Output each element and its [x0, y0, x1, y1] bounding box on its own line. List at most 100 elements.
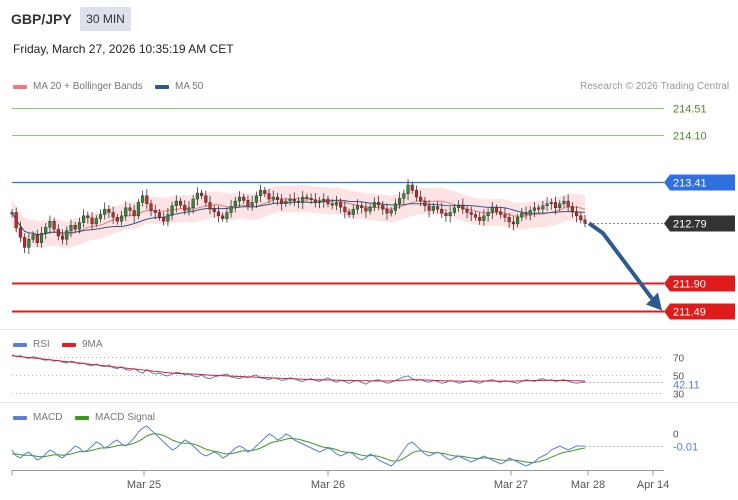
rsi-tick-label: 30 — [673, 390, 685, 401]
candle-body — [431, 206, 435, 211]
candle-body — [132, 210, 136, 217]
candle-body — [570, 206, 574, 213]
rsi-line — [11, 354, 586, 385]
candle-body — [313, 199, 317, 203]
candle-body — [128, 207, 132, 211]
candle-body — [254, 195, 258, 203]
candle-body — [191, 198, 195, 208]
candle-body — [398, 198, 402, 204]
candle-body — [419, 196, 423, 202]
level-label: 211.90 — [673, 279, 706, 291]
candle-body — [166, 214, 170, 222]
candle-body — [263, 190, 267, 194]
legend-macd: MACD — [13, 412, 62, 423]
candle-body — [90, 217, 94, 225]
candle-body — [195, 192, 199, 200]
candle-body — [56, 229, 60, 237]
ma50-swatch — [155, 84, 169, 89]
level-label: 211.49 — [673, 307, 706, 319]
candle-body — [355, 205, 360, 210]
candle-body — [385, 208, 389, 214]
candle-body — [103, 208, 107, 215]
macd-signal-line — [12, 433, 586, 463]
candle-body — [284, 200, 288, 204]
candle-body — [141, 195, 145, 203]
candle-body — [528, 210, 532, 215]
candle-body — [364, 207, 368, 212]
candle-body — [216, 211, 221, 217]
candle-body — [98, 214, 103, 219]
candle-body — [250, 202, 254, 206]
symbol-title: GBP/JPY — [11, 11, 72, 27]
candle-body — [482, 215, 486, 221]
candle-body — [259, 190, 263, 196]
rsi-swatch — [13, 342, 27, 347]
candle-body — [73, 225, 77, 230]
candle-body — [157, 212, 162, 218]
candle-body — [233, 200, 237, 207]
candle-body — [27, 239, 31, 248]
candle-body — [246, 200, 250, 206]
candle-body — [583, 219, 587, 224]
candle-body — [541, 205, 545, 210]
candle-body — [507, 216, 511, 223]
x-tick-label: Mar 25 — [127, 479, 161, 491]
legend-ma50-label: MA 50 — [175, 81, 204, 92]
candle-body — [532, 207, 537, 211]
candle-body — [229, 206, 233, 213]
candle-body — [280, 199, 284, 204]
candle-body — [347, 211, 351, 215]
candle-body — [334, 202, 338, 206]
candle-body — [537, 207, 541, 210]
candle-body — [381, 204, 385, 210]
candle-body — [553, 202, 558, 209]
legend-rsi: RSI — [13, 339, 50, 350]
candle-body — [77, 222, 81, 230]
candle-body — [423, 200, 427, 206]
candle-body — [39, 233, 44, 243]
rsi-ma-line — [11, 355, 586, 382]
candle-body — [473, 214, 478, 218]
candle-body — [52, 221, 56, 230]
level-tag — [664, 303, 735, 320]
candle-body — [494, 207, 499, 213]
candle-body — [406, 184, 410, 194]
candle-body — [237, 196, 242, 202]
candle-body — [149, 203, 153, 211]
candle-body — [111, 212, 115, 218]
candle-body — [575, 211, 579, 217]
macd-last-value: -0.01 — [673, 442, 698, 454]
rsi-tick-label: 70 — [673, 354, 685, 365]
candle-body — [309, 198, 313, 200]
candle-body — [44, 227, 48, 234]
candle-body — [457, 204, 461, 209]
candle-body — [511, 221, 515, 225]
candle-body — [465, 208, 469, 213]
bollinger-band — [12, 184, 585, 249]
macd-swatch — [13, 415, 27, 420]
candle-body — [545, 203, 549, 206]
x-tick-label: Mar 27 — [494, 479, 528, 491]
candle-body — [524, 212, 528, 215]
legend-macd-signal-label: MACD Signal — [95, 412, 156, 423]
candle-body — [124, 207, 128, 217]
candle-body — [503, 214, 507, 218]
x-tick-label: Mar 26 — [311, 479, 345, 491]
candle-body — [343, 206, 347, 213]
level-tag — [664, 275, 735, 292]
candle-body — [318, 200, 322, 203]
legend-macd-label: MACD — [33, 412, 63, 423]
candle-body — [107, 208, 111, 213]
candle-body — [410, 184, 414, 191]
candle-body — [187, 207, 191, 211]
macd-tick-label: 0 — [673, 430, 679, 441]
forecast-arrow — [587, 221, 654, 300]
candle-body — [330, 203, 334, 206]
legend-ma20: MA 20 + Bollinger Bands — [13, 81, 143, 92]
current-price-label: 212.79 — [673, 219, 707, 231]
candle-body — [520, 212, 524, 218]
timeframe-badge[interactable]: 30 MIN — [80, 7, 131, 31]
level-label: 214.10 — [673, 131, 707, 143]
